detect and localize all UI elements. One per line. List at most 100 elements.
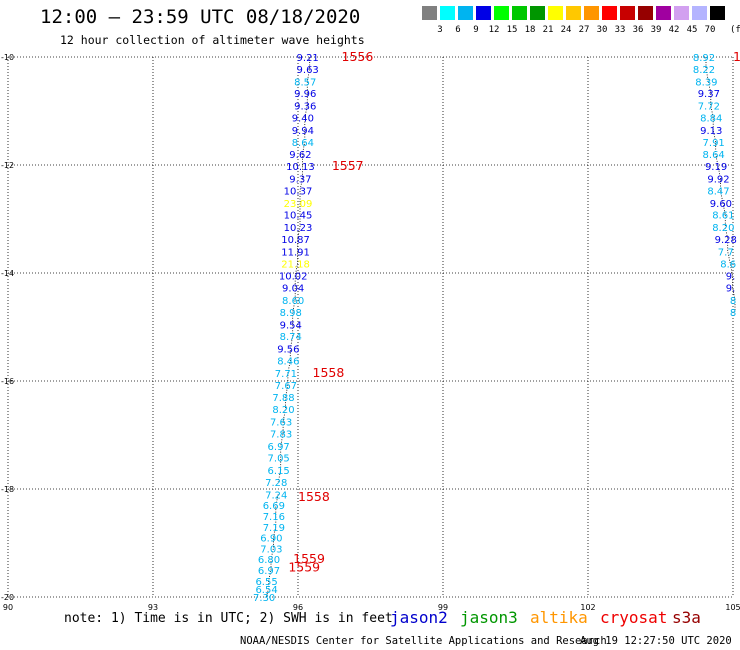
wave-height-label: 9.56 xyxy=(277,345,299,356)
chart-subtitle: 12 hour collection of altimeter wave hei… xyxy=(60,33,365,47)
wave-height-label: 7.67 xyxy=(275,381,297,392)
wave-height-label: 8.46 xyxy=(277,356,299,367)
wave-height-label: 9.94 xyxy=(292,126,314,137)
wave-height-label: 7.19 xyxy=(263,523,285,534)
wave-height-label: 8.57 xyxy=(294,77,316,88)
wave-height-label: 8.39 xyxy=(695,77,717,88)
color-scale-label: 15 xyxy=(506,25,518,35)
satellite-cryosat: cryosat xyxy=(600,608,668,627)
wave-height-label: 6.54 xyxy=(255,585,277,596)
pass-time-label: 1557 xyxy=(332,158,364,173)
color-scale-label: 24 xyxy=(560,25,572,35)
color-scale-label: 39 xyxy=(650,25,662,35)
ground-track-line xyxy=(265,494,279,598)
wave-height-label: 9.63 xyxy=(297,65,319,76)
wave-height-label: 8.22 xyxy=(693,65,715,76)
color-swatch xyxy=(512,6,527,20)
color-scale-label: 12 xyxy=(488,25,500,35)
wave-height-label: 9. xyxy=(726,284,736,295)
wave-height-label: 6.97 xyxy=(268,442,290,453)
color-swatch xyxy=(422,6,437,20)
credit-line: NOAA/NESDIS Center for Satellite Applica… xyxy=(240,635,607,647)
wave-height-label: 6.97 xyxy=(258,566,280,577)
pass-time-label: 151 xyxy=(733,49,740,64)
color-scale-label: 9 xyxy=(473,25,479,35)
color-swatch xyxy=(710,6,725,20)
wave-height-label: 8 xyxy=(730,296,736,307)
wave-height-label: 8 xyxy=(730,308,736,319)
color-swatch xyxy=(602,6,617,20)
wave-height-label: 8.92 xyxy=(693,53,715,64)
x-tick-label: 102 xyxy=(580,603,595,610)
wave-height-label: 9.28 xyxy=(715,235,737,246)
y-tick-label: -14 xyxy=(1,269,14,278)
wave-height-label: 8.47 xyxy=(707,186,729,197)
wave-height-label: 9.37 xyxy=(289,175,311,186)
wave-height-label: 7.05 xyxy=(268,454,290,465)
satellite-s3a: s3a xyxy=(672,608,701,627)
wave-height-label: 9.13 xyxy=(700,126,722,137)
wave-height-label: 7.88 xyxy=(272,393,294,404)
color-scale-label: 18 xyxy=(524,25,536,35)
altimeter-plot: -10-12-14-16-18-20 90 93 96 99 102 105 9.219.… xyxy=(1,49,740,610)
wave-height-label: 9.37 xyxy=(698,89,720,100)
wave-height-label: 7.24 xyxy=(265,490,287,501)
wave-height-label: 8.20 xyxy=(272,405,294,416)
gridlines xyxy=(7,56,734,598)
color-swatch xyxy=(584,6,599,20)
color-swatch xyxy=(494,6,509,20)
color-scale-label: 6 xyxy=(455,25,461,35)
track-lines xyxy=(265,57,736,598)
wave-height-label: 6.55 xyxy=(255,577,277,588)
wave-height-label: 7.16 xyxy=(263,512,285,523)
y-axis-ticks: -10 -12 -14 -16 -18 -20 xyxy=(1,53,14,602)
chart-title: 12:00 – 23:59 UTC 08/18/2020 xyxy=(40,6,361,28)
wave-height-label: 6.15 xyxy=(268,466,290,477)
wave-height-label: 9.40 xyxy=(292,113,314,124)
color-swatch xyxy=(638,6,653,20)
pass-time-label: 1559 xyxy=(293,551,325,566)
wave-height-label: 8.60 xyxy=(282,296,304,307)
color-swatch xyxy=(656,6,671,20)
wave-height-label: 7.63 xyxy=(270,418,292,429)
wave-height-label: 10.87 xyxy=(281,235,310,246)
x-axis-ticks: 90 93 96 99 102 105 xyxy=(3,603,740,610)
data-labels: 9.219.638.579.969.369.409.948.649.6210.1… xyxy=(253,53,737,604)
color-scale-label: 70 xyxy=(704,25,716,35)
color-swatch xyxy=(692,6,707,20)
wave-height-label: 10.37 xyxy=(284,186,313,197)
color-scale-label: 45 xyxy=(686,25,698,35)
color-scale-label: 36 xyxy=(632,25,644,35)
wave-height-label: 7.7 xyxy=(718,247,734,258)
wave-height-label: 8.61 xyxy=(712,211,734,222)
wave-height-label: 9.62 xyxy=(289,150,311,161)
color-swatch xyxy=(530,6,545,20)
wave-height-label: 9.19 xyxy=(705,162,727,173)
color-scale-label: 3 xyxy=(437,25,443,35)
wave-height-label: 21.18 xyxy=(281,259,310,270)
y-tick-label: -10 xyxy=(1,53,14,62)
color-scale-label: 30 xyxy=(596,25,608,35)
wave-height-label: 7.83 xyxy=(270,429,292,440)
wave-height-label: 7.91 xyxy=(703,138,725,149)
wave-height-label: 9. xyxy=(726,272,736,283)
generation-timestamp: Aug 19 12:27:50 UTC 2020 xyxy=(580,635,732,647)
wave-height-label: 9.36 xyxy=(294,102,316,113)
wave-height-label: 7.71 xyxy=(275,369,297,380)
wave-height-label: 8.98 xyxy=(280,308,302,319)
wave-height-label: 8.20 xyxy=(712,223,734,234)
footer-note: note: 1) Time is in UTC; 2) SWH is in fe… xyxy=(64,611,393,626)
color-scale-unit: (ft) xyxy=(730,25,740,35)
color-swatch xyxy=(440,6,455,20)
wave-height-label: 6.90 xyxy=(260,534,282,545)
wave-height-label: 7.28 xyxy=(265,478,287,489)
color-swatch xyxy=(566,6,581,20)
pass-time-label: 1559 xyxy=(288,559,320,574)
x-tick-label: 96 xyxy=(293,603,303,610)
color-scale-label: 27 xyxy=(578,25,590,35)
wave-height-label: 7.30 xyxy=(253,593,275,604)
y-tick-label: -12 xyxy=(1,161,14,170)
color-swatch xyxy=(620,6,635,20)
x-tick-label: 99 xyxy=(438,603,448,610)
pass-time-label: 1556 xyxy=(342,49,374,64)
